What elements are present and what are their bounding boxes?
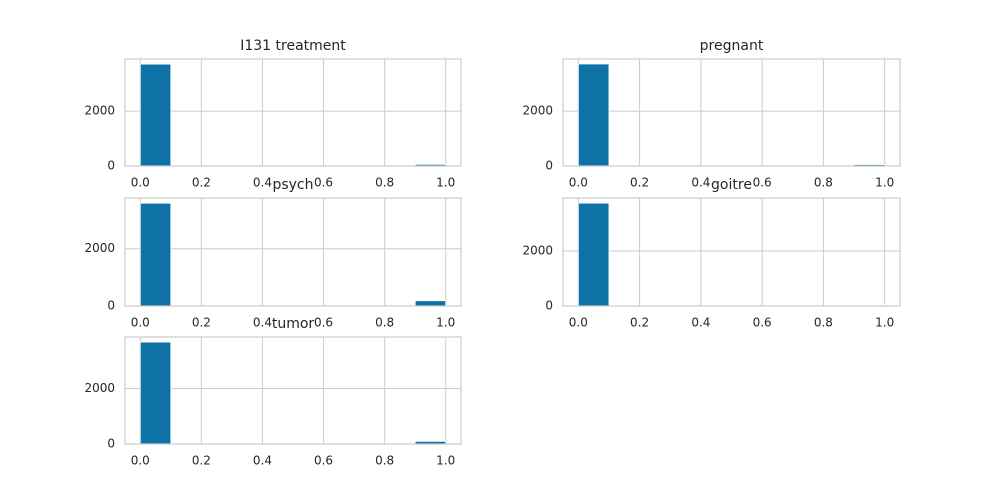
x-tick-label: 0.4 <box>691 316 710 330</box>
x-tick-label: 0.6 <box>314 454 333 468</box>
axes-background <box>125 337 461 444</box>
axes-frame <box>124 197 462 307</box>
x-tick-label: 0.4 <box>253 176 272 190</box>
x-tick-label: 0.2 <box>192 454 211 468</box>
bar <box>577 63 610 167</box>
x-tick-label: 0.8 <box>375 176 394 190</box>
subplot-title: I131 treatment <box>240 38 346 54</box>
x-tick-label: 0.2 <box>192 316 211 330</box>
x-tick-label: 0.0 <box>569 316 588 330</box>
subplot: 0.0 0.2 0.4 0.6 0.8 1.0 0 2000 psych <box>84 177 462 330</box>
subplot-title: tumor <box>272 316 315 332</box>
subplot-title: pregnant <box>700 38 764 54</box>
y-tick-label: 0 <box>107 159 115 173</box>
subplot-title: goitre <box>711 177 752 193</box>
subplot: 0.0 0.2 0.4 0.6 0.8 1.0 0 2000 tumor <box>84 316 462 468</box>
axes-background <box>563 59 900 166</box>
x-tick-label: 0.2 <box>192 176 211 190</box>
axes-background <box>563 198 900 306</box>
y-tick-label: 0 <box>545 299 553 313</box>
x-tick-label: 0.0 <box>569 176 588 190</box>
axes-frame <box>562 58 901 167</box>
y-tick-label: 2000 <box>522 243 553 257</box>
x-tick-label: 0.0 <box>131 454 150 468</box>
x-tick-label: 0.6 <box>314 176 333 190</box>
axes-background <box>125 59 461 166</box>
subplot: 0.0 0.2 0.4 0.6 0.8 1.0 0 2000 I131 treatment <box>84 38 462 190</box>
x-tick-label: 1.0 <box>436 454 455 468</box>
x-tick-label: 0.6 <box>753 176 772 190</box>
x-tick-label: 0.0 <box>131 176 150 190</box>
x-tick-label: 0.8 <box>814 176 833 190</box>
bar <box>414 300 447 307</box>
x-tick-label: 0.8 <box>375 454 394 468</box>
x-tick-label: 0.4 <box>253 454 272 468</box>
axes-background <box>125 198 461 306</box>
x-tick-label: 0.4 <box>691 176 710 190</box>
x-tick-label: 1.0 <box>436 316 455 330</box>
x-tick-label: 0.4 <box>253 316 272 330</box>
y-tick-label: 2000 <box>84 241 115 255</box>
bar <box>139 341 172 445</box>
bar <box>577 202 610 307</box>
x-tick-label: 0.2 <box>630 176 649 190</box>
x-tick-label: 0.0 <box>131 316 150 330</box>
axes-frame <box>124 58 462 167</box>
y-tick-label: 0 <box>107 437 115 451</box>
axes-frame <box>562 197 901 307</box>
y-tick-label: 2000 <box>522 104 553 118</box>
y-tick-label: 0 <box>107 299 115 313</box>
x-tick-label: 0.6 <box>753 316 772 330</box>
subplot-title: psych <box>272 177 313 193</box>
y-tick-label: 2000 <box>84 104 115 118</box>
y-tick-label: 2000 <box>84 381 115 395</box>
subplot: 0.0 0.2 0.4 0.6 0.8 1.0 0 2000 pregnant <box>522 38 901 190</box>
x-tick-label: 0.2 <box>630 316 649 330</box>
x-tick-label: 0.8 <box>375 316 394 330</box>
x-tick-label: 0.6 <box>314 316 333 330</box>
y-tick-label: 0 <box>545 159 553 173</box>
axes-frame <box>124 336 462 445</box>
subplot: 0.0 0.2 0.4 0.6 0.8 1.0 0 2000 goitre <box>522 177 901 330</box>
x-tick-label: 1.0 <box>875 316 894 330</box>
x-tick-label: 1.0 <box>875 176 894 190</box>
bar <box>139 202 172 307</box>
x-tick-label: 0.8 <box>814 316 833 330</box>
x-tick-label: 1.0 <box>436 176 455 190</box>
bar <box>139 63 172 167</box>
